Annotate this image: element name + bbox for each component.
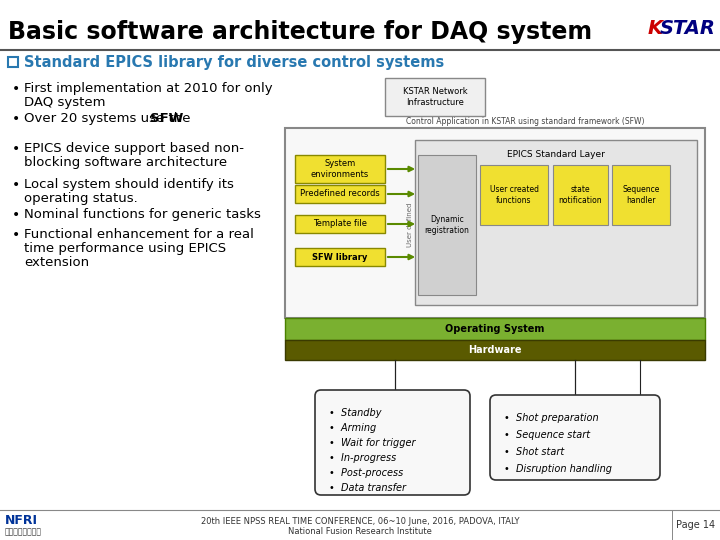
Bar: [553, 165, 608, 225]
Text: Functional enhancement for a real: Functional enhancement for a real: [24, 228, 254, 241]
Text: •: •: [12, 208, 20, 222]
FancyBboxPatch shape: [490, 395, 660, 480]
Text: state
notification: state notification: [559, 185, 603, 205]
Text: •  Sequence start: • Sequence start: [504, 430, 590, 440]
Text: EPICS Standard Layer: EPICS Standard Layer: [507, 150, 605, 159]
Text: Basic software architecture for DAQ system: Basic software architecture for DAQ syst…: [8, 20, 592, 44]
FancyBboxPatch shape: [315, 390, 470, 495]
Text: SFW: SFW: [150, 112, 184, 125]
Text: •  Arming: • Arming: [329, 423, 377, 433]
Text: •: •: [12, 178, 20, 192]
Text: Local system should identify its: Local system should identify its: [24, 178, 234, 191]
Text: Hardware: Hardware: [468, 345, 522, 355]
Text: User defined: User defined: [407, 203, 413, 247]
Text: •  Shot preparation: • Shot preparation: [504, 413, 598, 423]
Bar: [285, 340, 705, 360]
Text: •  Wait for trigger: • Wait for trigger: [329, 438, 415, 448]
Bar: [612, 165, 670, 225]
Text: 국가핵융합연구소: 국가핵융합연구소: [5, 528, 42, 537]
Bar: [0, 510, 105, 540]
Bar: [295, 248, 385, 266]
Text: System
environments: System environments: [311, 159, 369, 179]
Text: •: •: [12, 228, 20, 242]
Text: •: •: [12, 142, 20, 156]
Text: Template file: Template file: [313, 219, 367, 228]
Bar: [295, 155, 385, 183]
Text: •  Post-process: • Post-process: [329, 468, 403, 478]
Text: Over 20 systems use the: Over 20 systems use the: [24, 112, 194, 125]
Bar: [480, 165, 548, 225]
Bar: [285, 318, 705, 340]
Text: •  Data transfer: • Data transfer: [329, 483, 406, 493]
Bar: [8, 57, 18, 67]
Text: DAQ system: DAQ system: [24, 96, 106, 109]
Text: extension: extension: [24, 256, 89, 269]
Text: operating status.: operating status.: [24, 192, 138, 205]
Text: •: •: [12, 112, 20, 126]
Bar: [672, 510, 720, 540]
Text: blocking software architecture: blocking software architecture: [24, 156, 227, 169]
Text: STAR: STAR: [660, 18, 716, 37]
Text: National Fusion Research Institute: National Fusion Research Institute: [288, 528, 432, 537]
Text: •  Standby: • Standby: [329, 408, 382, 418]
Text: KSTAR Network
Infrastructure: KSTAR Network Infrastructure: [402, 87, 467, 107]
Text: Nominal functions for generic tasks: Nominal functions for generic tasks: [24, 208, 261, 221]
Text: SFW library: SFW library: [312, 253, 368, 261]
Text: Dynamic
registration: Dynamic registration: [425, 215, 469, 235]
Text: Page 14: Page 14: [676, 520, 716, 530]
Text: Sequence
handler: Sequence handler: [622, 185, 660, 205]
Text: First implementation at 2010 for only: First implementation at 2010 for only: [24, 82, 273, 95]
Text: time performance using EPICS: time performance using EPICS: [24, 242, 226, 255]
Text: 20th IEEE NPSS REAL TIME CONFERENCE, 06~10 June, 2016, PADOVA, ITALY: 20th IEEE NPSS REAL TIME CONFERENCE, 06~…: [201, 516, 519, 525]
Bar: [418, 155, 476, 295]
Bar: [385, 78, 485, 116]
Bar: [0, 0, 720, 50]
Text: •: •: [12, 82, 20, 96]
Text: Control Application in KSTAR using standard framework (SFW): Control Application in KSTAR using stand…: [406, 118, 644, 126]
Bar: [0, 50, 720, 76]
Text: •  Disruption handling: • Disruption handling: [504, 464, 612, 474]
Text: •  Shot start: • Shot start: [504, 447, 564, 457]
Text: K: K: [648, 18, 663, 37]
Text: Standard EPICS library for diverse control systems: Standard EPICS library for diverse contr…: [24, 55, 444, 70]
Text: Operating System: Operating System: [445, 324, 545, 334]
Bar: [415, 140, 697, 305]
Text: EPICS device support based non-: EPICS device support based non-: [24, 142, 244, 155]
Text: NFRI: NFRI: [5, 514, 38, 526]
Bar: [285, 128, 705, 318]
Text: •  In-progress: • In-progress: [329, 453, 396, 463]
Bar: [295, 215, 385, 233]
Text: User created
functions: User created functions: [490, 185, 539, 205]
Text: Predefined records: Predefined records: [300, 190, 380, 199]
Bar: [295, 185, 385, 203]
